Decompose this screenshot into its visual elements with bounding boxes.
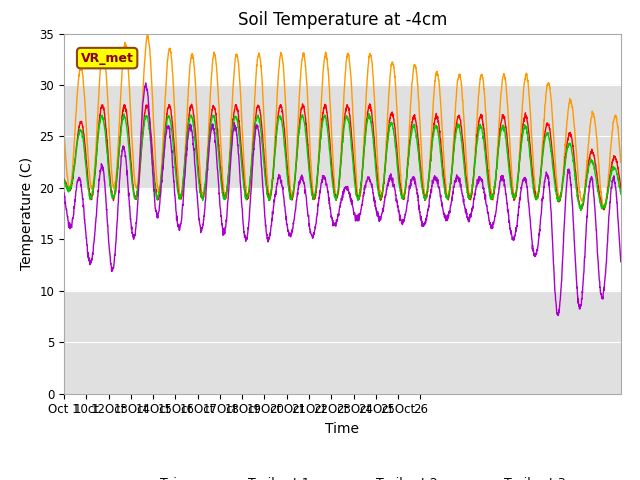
Bar: [64, 291, 621, 394]
Text: VR_met: VR_met: [81, 51, 134, 65]
Title: Soil Temperature at -4cm: Soil Temperature at -4cm: [237, 11, 447, 29]
Y-axis label: Temperature (C): Temperature (C): [20, 157, 34, 270]
X-axis label: Time: Time: [325, 422, 360, 436]
Legend: Tair, Tsoil set 1, Tsoil set 2, Tsoil set 3: Tair, Tsoil set 1, Tsoil set 2, Tsoil se…: [114, 472, 571, 480]
Bar: [64, 85, 621, 188]
